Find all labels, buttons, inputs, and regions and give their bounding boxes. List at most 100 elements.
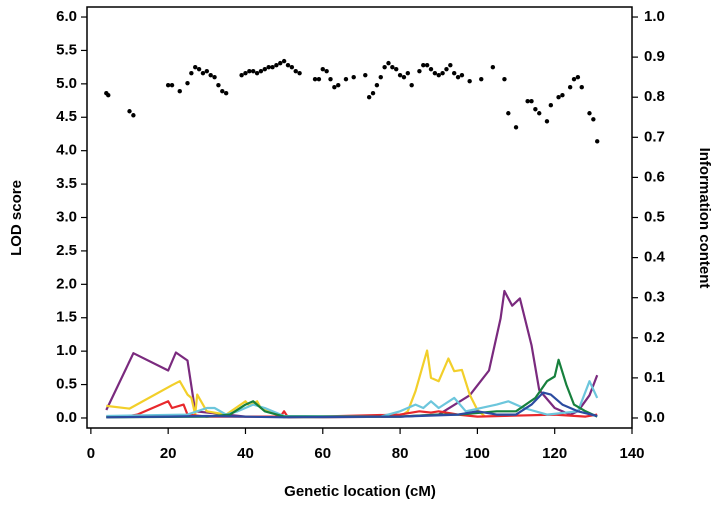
- info-point: [316, 76, 322, 82]
- x-tick-label: 140: [619, 445, 644, 462]
- info-point: [455, 74, 461, 80]
- info-point: [366, 95, 372, 100]
- info-point: [208, 72, 213, 78]
- info-point: [537, 111, 542, 116]
- y2-tick-label: 0.1: [644, 369, 665, 386]
- y-tick-label: 6.0: [56, 8, 77, 25]
- y-tick-label: 5.5: [56, 41, 77, 58]
- info-point: [390, 64, 395, 70]
- info-point: [556, 95, 561, 100]
- info-point: [428, 66, 434, 72]
- info-point: [332, 84, 337, 90]
- lod-line: [105, 289, 599, 419]
- x-tick-label: 60: [314, 445, 331, 462]
- x-axis-label: Genetic location (cM): [284, 483, 436, 500]
- info-point: [595, 139, 600, 144]
- info-point: [343, 76, 349, 82]
- info-point: [336, 82, 341, 88]
- info-point: [320, 66, 325, 72]
- info-point: [297, 70, 302, 76]
- info-point: [165, 82, 171, 88]
- y-tick-label: 0.5: [56, 376, 77, 393]
- info-point: [424, 62, 430, 68]
- info-point: [529, 99, 534, 104]
- lod-line: [106, 358, 598, 419]
- x-tick-label: 20: [160, 445, 177, 462]
- info-point: [467, 78, 472, 84]
- info-point: [293, 68, 298, 74]
- info-point: [266, 64, 271, 70]
- info-point: [382, 64, 387, 70]
- info-point: [378, 74, 383, 80]
- info-point: [397, 72, 403, 78]
- info-point: [196, 66, 202, 72]
- y2-tick-label: 0.2: [644, 329, 665, 346]
- info-point: [544, 119, 550, 124]
- info-point: [370, 91, 376, 96]
- y-axis-label: LOD score: [8, 180, 25, 256]
- info-point: [579, 84, 584, 90]
- info-point: [587, 111, 592, 116]
- info-point: [513, 125, 519, 130]
- x-tick-label: 100: [465, 445, 490, 462]
- info-point: [131, 113, 136, 118]
- info-point: [560, 93, 565, 98]
- info-point: [533, 107, 538, 112]
- plot-frame: [86, 6, 633, 429]
- y-tick-label: 3.0: [56, 208, 77, 225]
- info-point: [351, 74, 356, 80]
- info-point: [432, 70, 438, 76]
- y2-tick-label: 0.6: [644, 168, 665, 185]
- lod-line: [106, 391, 598, 419]
- info-point: [285, 62, 291, 68]
- y-tick-label: 4.5: [56, 108, 77, 125]
- info-point: [251, 68, 256, 74]
- y-tick-label: 2.0: [56, 275, 77, 292]
- y2-axis-label: Information content: [696, 148, 713, 289]
- info-point: [220, 89, 225, 94]
- info-point: [254, 70, 260, 76]
- info-point: [274, 62, 279, 68]
- info-point: [270, 64, 275, 70]
- info-point: [189, 70, 194, 76]
- info-point: [278, 60, 283, 66]
- x-tick-label: 0: [87, 445, 95, 462]
- info-point: [440, 70, 445, 76]
- y2-tick-label: 1.0: [644, 8, 665, 25]
- info-point: [185, 80, 190, 86]
- info-point: [548, 103, 554, 108]
- info-point: [405, 70, 411, 76]
- info-point: [212, 74, 217, 80]
- info-point: [312, 76, 318, 82]
- info-point: [417, 68, 422, 74]
- info-point: [243, 70, 248, 76]
- info-point: [479, 76, 484, 82]
- info-point: [106, 93, 111, 98]
- x-tick-label: 40: [237, 445, 254, 462]
- info-point: [401, 74, 407, 80]
- info-point: [239, 72, 244, 78]
- info-point: [204, 68, 210, 74]
- info-point: [223, 91, 229, 96]
- info-point: [258, 68, 264, 74]
- info-point: [567, 84, 573, 90]
- info-point: [216, 82, 221, 88]
- info-point: [386, 60, 391, 66]
- lod-line: [106, 349, 486, 419]
- info-point: [289, 64, 295, 70]
- info-point: [525, 99, 530, 104]
- x-tick-label: 80: [392, 445, 409, 462]
- y2-tick-label: 0.3: [644, 289, 665, 306]
- info-point: [262, 66, 268, 72]
- lod-line: [106, 380, 599, 418]
- info-point: [575, 74, 581, 80]
- y-tick-label: 4.0: [56, 142, 77, 159]
- info-point: [363, 72, 368, 78]
- info-point: [127, 109, 132, 114]
- info-point: [451, 70, 457, 76]
- x-tick-label: 120: [542, 445, 567, 462]
- y-tick-label: 3.5: [56, 175, 77, 192]
- y2-tick-label: 0.7: [644, 128, 665, 145]
- info-point: [374, 82, 380, 88]
- info-point: [193, 64, 198, 70]
